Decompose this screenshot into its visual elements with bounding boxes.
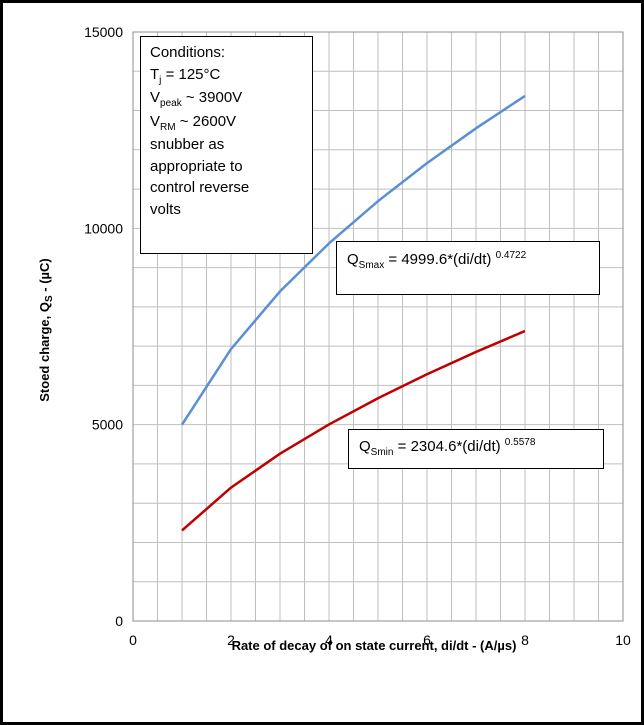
condition-line: Vpeak ~ 3900V (150, 87, 312, 111)
qsmin-equation-box: QSmin = 2304.6*(di/dt) 0.5578 (348, 429, 604, 469)
plot-area-border (132, 31, 624, 622)
condition-text: control reverse (150, 179, 250, 196)
condition-text: T (150, 65, 160, 83)
condition-text: volts (150, 200, 181, 218)
series-group (180, 94, 526, 532)
condition-text: appropriate to (150, 157, 243, 175)
y-axis-title-sub: S (44, 295, 55, 302)
x-tick-label: 10 (615, 632, 631, 648)
qsmax-exponent: 0.4722 (495, 250, 527, 261)
x-tick-label: 6 (423, 632, 431, 648)
qsmin-formula: = 2304.6*(di/dt) (393, 438, 505, 455)
qsmin-subscript: Smin (370, 447, 394, 458)
qsmax-formula: = 4999.6*(di/dt) (384, 251, 496, 268)
condition-value: ~ 3900V (181, 89, 243, 106)
chart-svg: 0 2 4 6 8 10 0 5000 10000 15000 Rate of decay of … (37, 24, 631, 653)
condition-line: snubber as (150, 134, 312, 156)
y-tick-label: 0 (115, 613, 123, 629)
condition-line: appropriate to (150, 156, 312, 178)
qsmax-q: Q (347, 251, 359, 268)
tick-labels: 0 2 4 6 8 10 0 5000 10000 15000 (84, 24, 631, 648)
condition-subscript: j (159, 74, 162, 86)
x-tick-label: 8 (521, 632, 529, 648)
y-tick-label: 15000 (84, 24, 123, 40)
y-axis-title-suffix: - (µC) (37, 258, 52, 295)
x-tick-label: 0 (129, 632, 137, 648)
condition-text: V (150, 89, 161, 106)
condition-line: Tj = 125°C (150, 64, 312, 88)
condition-value: = 125°C (161, 65, 221, 83)
x-tick-label: 2 (227, 632, 235, 648)
y-tick-label: 5000 (92, 417, 123, 433)
qsmax-subscript: Smax (358, 260, 385, 271)
condition-text: Conditions: (150, 44, 226, 61)
condition-value: ~ 2600V (175, 112, 237, 130)
condition-subscript: peak (160, 98, 182, 109)
condition-text: V (150, 112, 161, 130)
qsmax-equation-box: QSmax = 4999.6*(di/dt) 0.4722 (336, 241, 600, 295)
condition-text: snubber as (150, 136, 225, 153)
condition-line: VRM ~ 2600V (150, 111, 312, 135)
y-axis-title: Stoed charge, QS - (µC) (37, 258, 55, 401)
y-tick-label: 10000 (84, 220, 123, 236)
x-tick-label: 4 (325, 632, 333, 648)
condition-subscript: RM (160, 121, 176, 133)
y-axis-title-main: Stoed charge, Q (37, 302, 52, 402)
series-line-1 (180, 94, 526, 426)
qsmin-exponent: 0.5578 (504, 437, 536, 448)
condition-line: volts (150, 199, 312, 221)
condition-line: Conditions: (150, 42, 312, 64)
x-axis-title: Rate of decay of on state current, di/dt… (232, 638, 517, 653)
conditions-box: Conditions: Tj = 125°C Vpeak ~ 3900V VRM ~ … (140, 36, 313, 254)
qsmin-q: Q (359, 438, 371, 455)
condition-line: control reverse (150, 177, 312, 199)
series-line-2 (181, 329, 526, 532)
